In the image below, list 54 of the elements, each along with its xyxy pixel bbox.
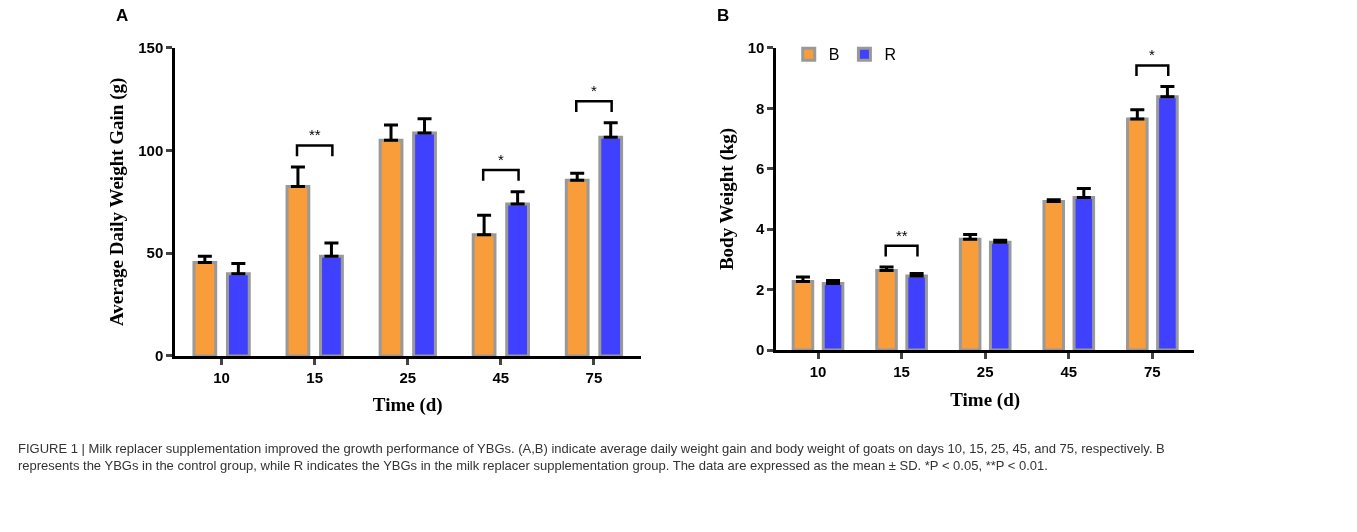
y-tick-label: 150 [138, 39, 164, 57]
annotation: * [1149, 46, 1155, 63]
x-tick-label: 75 [1144, 362, 1161, 380]
y-tick-label: 0 [756, 341, 765, 359]
annotation: ** [896, 227, 908, 244]
y-tick-label: 4 [756, 220, 766, 238]
legend-label: B [828, 46, 840, 64]
x-tick-label: 45 [492, 368, 510, 386]
bar [319, 254, 344, 356]
bar [1042, 199, 1065, 351]
x-tick-label: 15 [306, 368, 324, 386]
y-tick-label: 100 [138, 141, 164, 159]
legend-label: R [884, 46, 896, 64]
bar [875, 269, 898, 351]
annotation: * [498, 151, 504, 168]
bar [821, 282, 845, 351]
y-tick-label: 2 [756, 280, 765, 298]
y-tick-label: 50 [146, 244, 164, 262]
x-tick-label: 15 [893, 362, 910, 380]
y-tick-label: 0 [154, 347, 164, 365]
bar [225, 272, 251, 356]
y-tick-label: 6 [756, 160, 765, 177]
bar [564, 178, 590, 356]
bar [598, 135, 624, 356]
x-axis-title: Time (d) [372, 394, 443, 417]
x-tick-label: 10 [213, 368, 230, 386]
bar [905, 274, 928, 351]
y-tick-label: 10 [747, 39, 765, 57]
annotation: * [591, 82, 597, 99]
bar [988, 240, 1012, 351]
annotation: ** [309, 126, 321, 143]
chart-title: B [717, 6, 730, 25]
x-tick-label: 45 [1060, 362, 1078, 380]
bar [791, 279, 815, 351]
bar [1072, 195, 1096, 351]
x-tick-label: 10 [809, 362, 827, 380]
y-tick-label: 8 [756, 99, 765, 117]
bar [378, 138, 404, 356]
bar [1126, 117, 1149, 351]
bar [285, 184, 311, 356]
y-axis-title: Average Daily Weight Gain (g) [106, 77, 129, 327]
bar [958, 237, 982, 351]
chart-title: A [116, 6, 129, 25]
x-tick-label: 25 [399, 368, 417, 386]
x-tick-label: 75 [585, 368, 603, 386]
y-axis-title: Body Weight (kg) [715, 127, 738, 271]
x-axis-title: Time (d) [950, 388, 1021, 411]
caption: FIGURE 1 | Milk replacer supplementation improved the growth performance of YBGs. (A,B) indicate average daily weight gain and body weight of goats on days 10, 15, 25, 45, and 75, respectively. B represents the YBGs in the control group, while R indicates the YBGs in the milk replacer supplementation group. The data are expressed as the mean ± SD. *P < 0.05, **P < 0.01. [18, 441, 1165, 473]
bar [192, 260, 218, 356]
bar [412, 131, 437, 356]
bar [471, 233, 497, 356]
x-tick-label: 25 [976, 362, 994, 380]
bar [505, 202, 531, 356]
bar [1156, 95, 1179, 351]
